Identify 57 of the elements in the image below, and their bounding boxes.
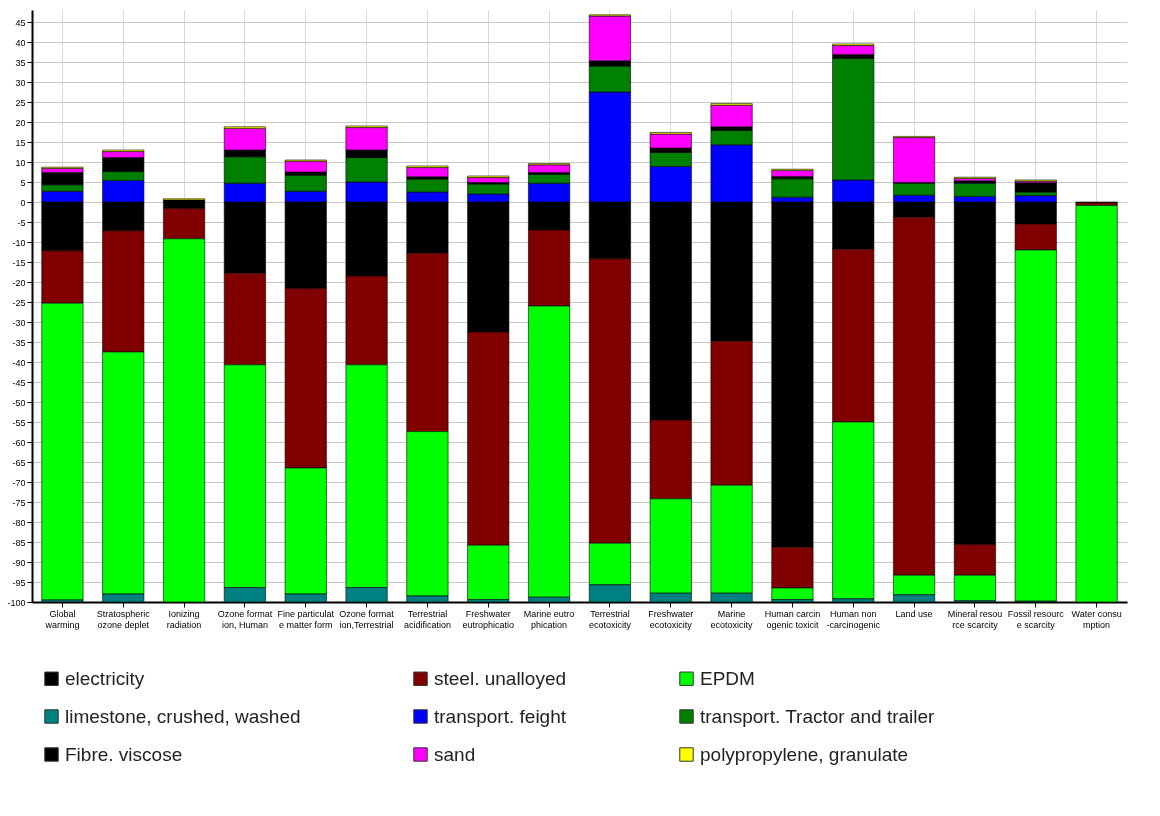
- x-tick-label: Marine ecotoxicity: [710, 608, 754, 630]
- y-tick-label: 35: [15, 57, 26, 68]
- y-tick-label: -35: [12, 337, 26, 348]
- y-tick-label: -55: [12, 417, 26, 428]
- x-tick-label: Water consu mption: [1071, 608, 1122, 630]
- y-tick-label: -15: [12, 257, 26, 268]
- y-tick-label: -50: [12, 397, 26, 408]
- y-tick-label: -95: [12, 577, 26, 588]
- y-tick-label: 30: [15, 77, 26, 88]
- x-tick-label: Terrestrial acidification: [403, 608, 451, 630]
- y-tick-label: -90: [12, 557, 26, 568]
- y-tick-label: -40: [12, 357, 26, 368]
- y-tick-label: -5: [17, 217, 26, 228]
- y-tick-label: -20: [12, 277, 26, 288]
- y-tick-label: -25: [12, 297, 26, 308]
- y-tick-label: -45: [12, 377, 26, 388]
- y-tick-label: -65: [12, 457, 26, 468]
- y-tick-label: 10: [15, 157, 26, 168]
- x-tick-label: Ionizing radiation: [166, 608, 202, 630]
- y-tick-label: 40: [15, 37, 26, 48]
- x-tick-label: Ozone format ion, Human: [217, 608, 273, 630]
- y-tick-label: -75: [12, 497, 26, 508]
- x-tick-label: Global warming: [44, 608, 80, 630]
- legend-label: transport. feight: [434, 705, 567, 727]
- y-tick-label: -80: [12, 517, 26, 528]
- x-tick-label: Fossil resourc e scarcity: [1007, 608, 1065, 630]
- y-tick-label: 5: [20, 177, 26, 188]
- x-tick-label: Land use: [895, 608, 933, 619]
- y-tick-label: -85: [12, 537, 26, 548]
- legend-label: steel. unalloyed: [434, 667, 567, 689]
- x-tick-label: Freshwater ecotoxicity: [648, 608, 694, 630]
- x-tick-label: Terrestrial ecotoxicity: [588, 608, 632, 630]
- y-tick-label: -100: [7, 597, 26, 608]
- x-tick-label: Human carcin ogenic toxicit: [764, 608, 821, 630]
- legend-label: electricity: [65, 667, 145, 689]
- x-tick-label: Marine eutro phication: [523, 608, 575, 630]
- y-tick-label: -70: [12, 477, 26, 488]
- y-tick-label: 20: [15, 117, 26, 128]
- y-tick-label: 25: [15, 97, 26, 108]
- x-tick-label: Stratospheric ozone deplet: [96, 608, 151, 630]
- legend-label: Fibre. viscose: [65, 743, 183, 765]
- y-tick-label: -10: [12, 237, 26, 248]
- legend-label: polypropylene, granulate: [700, 743, 909, 765]
- x-tick-label: Human non -carcinogenic: [826, 608, 881, 630]
- y-tick-label: 0: [20, 197, 26, 208]
- x-tick-label: Mineral resou rce scarcity: [947, 608, 1003, 630]
- legend-label: limestone, crushed, washed: [65, 705, 301, 727]
- legend-label: sand: [434, 743, 476, 765]
- x-tick-label: Fine particulat e matter form: [277, 608, 335, 630]
- y-tick-label: 15: [15, 137, 26, 148]
- x-tick-label: Ozone format ion,Terrestrial: [339, 608, 395, 630]
- y-tick-label: 45: [15, 17, 26, 28]
- legend-label: transport. Tractor and trailer: [700, 705, 936, 727]
- y-tick-label: -60: [12, 437, 26, 448]
- x-tick-label: Freshwater eutrophicatio: [462, 608, 515, 630]
- y-tick-label: -30: [12, 317, 26, 328]
- legend-label: EPDM: [700, 667, 755, 689]
